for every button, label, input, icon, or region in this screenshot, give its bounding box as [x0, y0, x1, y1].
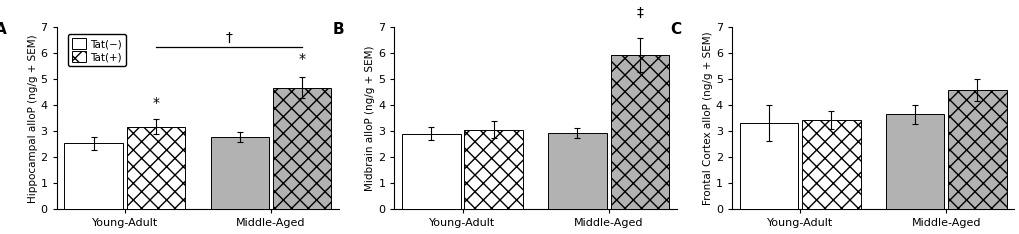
Legend: Tat(−), Tat(+): Tat(−), Tat(+) — [67, 34, 126, 66]
Bar — [948, 90, 1006, 209]
Bar — [464, 130, 523, 209]
Y-axis label: Hippocampal alloP (ng/g + SEM): Hippocampal alloP (ng/g + SEM) — [28, 34, 38, 203]
Bar — [126, 127, 185, 209]
Text: B: B — [332, 22, 343, 37]
Text: *: * — [153, 96, 159, 110]
Bar — [210, 137, 269, 209]
Text: *: * — [299, 51, 306, 66]
Bar — [64, 143, 123, 209]
Bar — [273, 88, 331, 209]
Y-axis label: Midbrain alloP (ng/g + SEM): Midbrain alloP (ng/g + SEM) — [365, 46, 375, 191]
Bar — [401, 134, 461, 209]
Text: A: A — [0, 22, 6, 37]
Bar — [739, 123, 798, 209]
Y-axis label: Frontal Cortex alloP (ng/g + SEM): Frontal Cortex alloP (ng/g + SEM) — [702, 32, 712, 205]
Text: ‡: ‡ — [636, 5, 643, 19]
Bar — [547, 133, 606, 209]
Bar — [610, 55, 668, 209]
Bar — [886, 114, 944, 209]
Bar — [801, 120, 860, 209]
Text: C: C — [669, 22, 681, 37]
Text: †: † — [225, 31, 232, 45]
